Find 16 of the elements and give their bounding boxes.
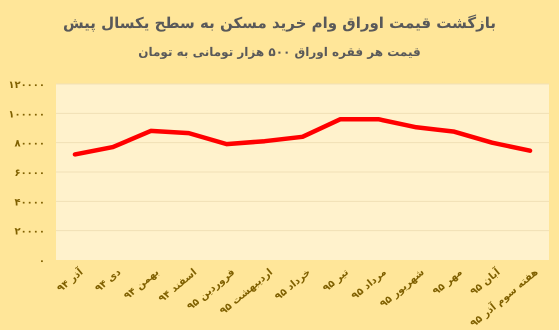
y-tick-label: ۰ [38,256,45,267]
x-tick-label: آبان ۹۵ [467,265,504,298]
x-tick-label: آذر ۹۴ [54,265,86,295]
y-tick-label: ۸۰۰۰۰ [14,138,45,150]
chart-title: بازگشت قیمت اوراق وام خرید مسکن به سطح یکسال پیش [62,14,496,32]
y-tick-label: ۱۲۰۰۰۰ [8,80,45,91]
y-tick-label: ۱۰۰۰۰۰ [8,109,45,120]
line-series [72,116,532,157]
chart-subtitle: قیمت هر فقره اوراق ۵۰۰ هزار تومانی به تومان [138,45,421,59]
y-tick-label: ۶۰۰۰۰ [14,168,45,179]
x-tick-label: دی ۹۴ [93,266,124,295]
x-tick-label: خرداد ۹۵ [273,266,313,303]
y-tick-label: ۲۰۰۰۰ [14,226,45,238]
x-tick-label: تیر ۹۵ [321,266,352,294]
y-tick-label: ۴۰۰۰۰ [14,197,45,208]
x-tick-label: مهر ۹۵ [431,266,465,298]
